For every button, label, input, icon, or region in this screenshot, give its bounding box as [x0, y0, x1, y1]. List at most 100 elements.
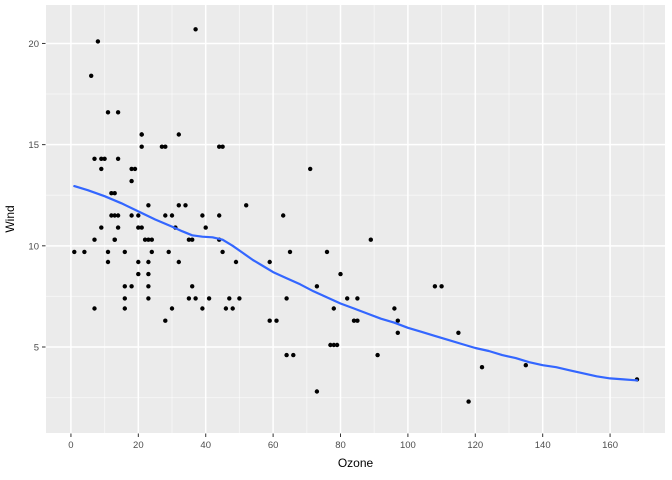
data-point: [129, 284, 134, 289]
data-point: [122, 306, 128, 311]
data-point: [284, 296, 289, 301]
data-point: [281, 213, 286, 218]
data-point: [267, 318, 272, 323]
x-tick-label: 0: [68, 440, 73, 451]
data-point: [395, 318, 400, 323]
x-tick-label: 40: [200, 440, 211, 451]
data-point: [159, 144, 165, 149]
data-point: [291, 352, 296, 358]
data-point: [146, 237, 151, 242]
x-tick-label: 80: [335, 440, 346, 451]
data-point: [146, 203, 151, 208]
smooth-line: [73, 185, 639, 382]
data-point: [190, 237, 195, 242]
data-point: [89, 73, 94, 79]
data-point: [355, 296, 360, 301]
data-point: [176, 203, 181, 208]
data-point: [466, 399, 471, 404]
data-point: [92, 156, 97, 161]
data-point: [95, 39, 101, 44]
data-point: [99, 156, 104, 161]
data-point: [287, 249, 293, 255]
data-point: [166, 249, 171, 255]
data-point: [105, 110, 111, 115]
x-tick-label: 100: [400, 440, 416, 451]
data-point: [139, 144, 144, 149]
data-point: [163, 213, 168, 218]
data-point: [92, 237, 97, 242]
data-point: [345, 296, 350, 301]
data-point: [99, 225, 104, 230]
x-tick-label: 140: [535, 440, 551, 451]
data-point: [92, 306, 97, 311]
y-axis-title: Wind: [3, 205, 17, 233]
data-point: [176, 132, 181, 137]
data-point: [523, 363, 528, 368]
data-point: [163, 318, 168, 323]
y-tick-label: 20: [28, 39, 39, 50]
data-point: [479, 365, 485, 370]
data-point: [136, 259, 141, 265]
data-point: [163, 144, 168, 149]
data-point: [220, 144, 225, 149]
data-point: [203, 225, 208, 230]
data-point: [217, 144, 222, 149]
data-point: [220, 249, 225, 255]
data-point: [244, 203, 249, 208]
data-point: [72, 249, 77, 255]
data-point: [146, 284, 151, 289]
data-point: [237, 296, 242, 301]
data-point: [169, 306, 175, 311]
x-tick-label: 20: [133, 440, 144, 451]
data-point: [230, 306, 235, 311]
data-point: [274, 318, 279, 323]
data-point: [122, 249, 128, 255]
data-point: [186, 237, 192, 242]
data-point: [142, 237, 148, 242]
data-point: [392, 306, 397, 311]
data-point: [115, 213, 121, 218]
data-point: [206, 296, 212, 301]
data-point: [193, 296, 198, 301]
data-point: [334, 342, 340, 348]
data-point: [109, 191, 114, 196]
x-tick-label: 120: [467, 440, 483, 451]
y-tick-label: 5: [34, 342, 39, 353]
data-point: [82, 249, 87, 255]
data-point: [375, 352, 380, 358]
data-point: [328, 342, 333, 348]
data-point: [176, 259, 181, 265]
data-point: [432, 284, 438, 289]
data-point: [112, 237, 117, 242]
x-axis-title: Ozone: [337, 456, 374, 470]
data-point: [267, 259, 272, 265]
x-tick-label: 60: [268, 440, 279, 451]
data-point: [324, 249, 330, 255]
data-point: [149, 249, 154, 255]
data-point: [456, 330, 461, 335]
data-point: [146, 296, 151, 301]
data-point: [99, 166, 104, 172]
data-point: [122, 284, 128, 289]
data-point: [129, 213, 134, 218]
data-point: [115, 156, 121, 161]
data-point: [190, 284, 195, 289]
data-point: [139, 225, 144, 230]
data-point: [314, 389, 320, 394]
data-point: [105, 249, 111, 255]
data-point: [136, 213, 141, 218]
data-point: [308, 166, 313, 172]
data-point: [183, 203, 188, 208]
data-point: [132, 166, 138, 172]
data-point: [129, 166, 134, 172]
data-point: [139, 132, 144, 137]
data-point: [136, 271, 141, 277]
data-point: [115, 225, 121, 230]
data-point: [284, 352, 289, 358]
data-point: [112, 213, 117, 218]
data-point: [314, 284, 320, 289]
data-point: [351, 318, 357, 323]
data-point: [331, 342, 336, 348]
